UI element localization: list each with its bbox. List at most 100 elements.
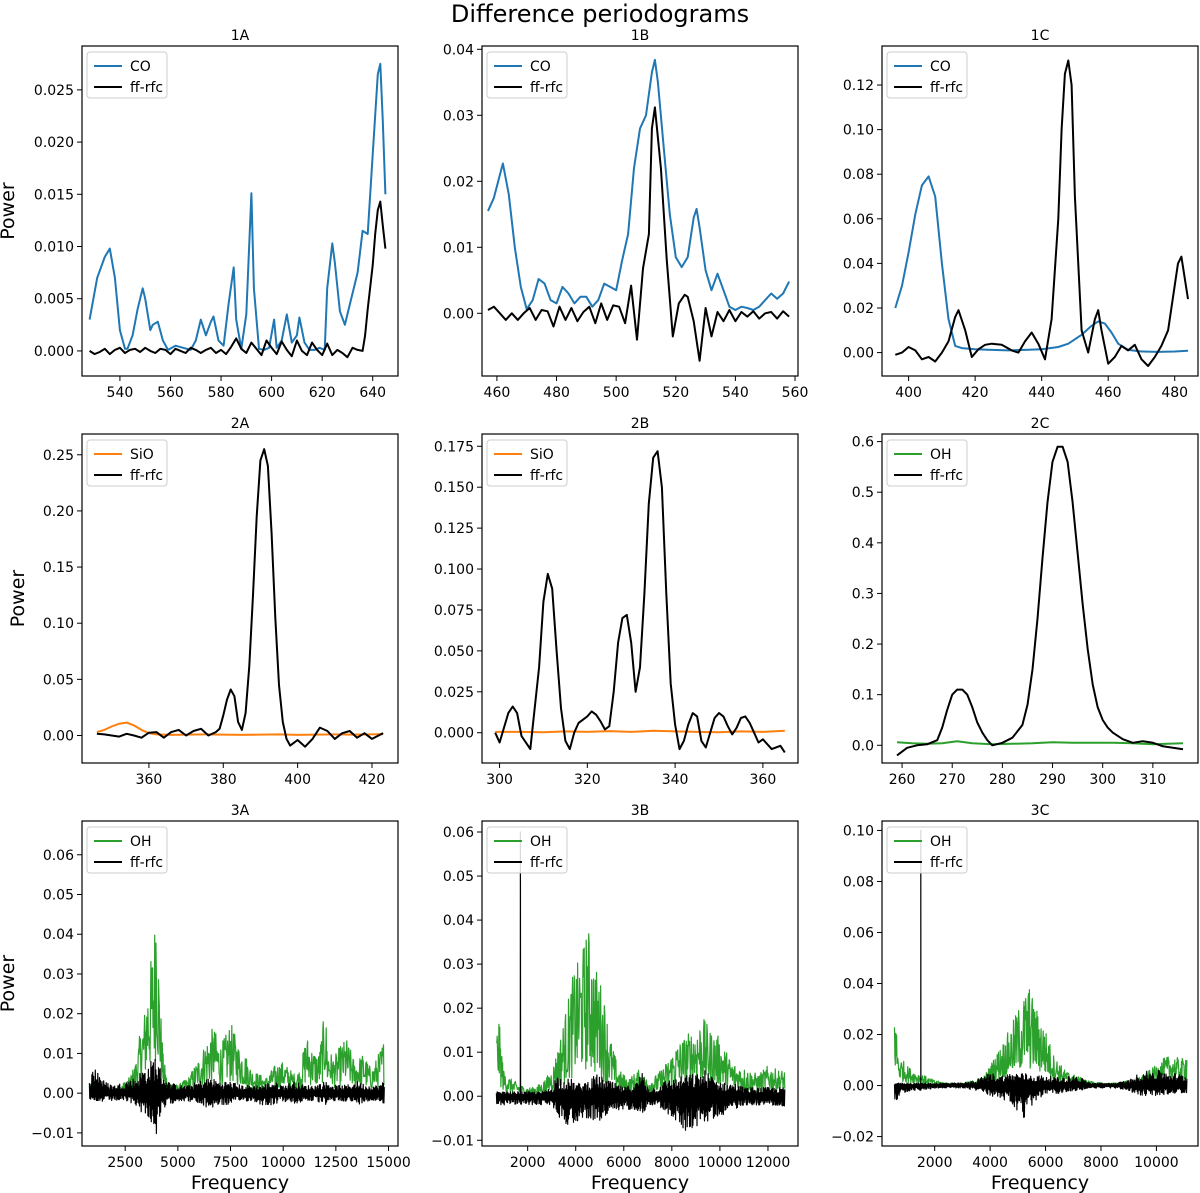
panel-title: 2A <box>231 416 250 432</box>
x-tick-label: 8000 <box>1083 1155 1119 1171</box>
x-tick-label: 2000 <box>917 1155 953 1171</box>
y-tick-label: 0.02 <box>843 301 874 317</box>
x-tick-label: 340 <box>662 772 689 788</box>
y-tick-label: 0.015 <box>34 187 74 203</box>
x-axis-label: Frequency <box>191 1172 289 1193</box>
legend-label: OH <box>530 834 552 850</box>
y-tick-label: 0.0 <box>852 738 874 754</box>
x-tick-label: 420 <box>962 385 989 401</box>
x-tick-label: 12500 <box>314 1155 359 1171</box>
x-axis-label: Frequency <box>991 1172 1089 1193</box>
x-tick-label: 260 <box>889 772 916 788</box>
y-tick-label: 0.025 <box>434 685 474 701</box>
x-tick-label: 6000 <box>606 1155 642 1171</box>
x-tick-label: 4000 <box>558 1155 594 1171</box>
panel-2c: 2C 260 270 280 290 300 310 0.0 0.1 0.2 0.3 0.4 0.5 0.… <box>852 416 1199 788</box>
y-tick-label: 0.05 <box>43 672 74 688</box>
y-tick-label: 0.02 <box>43 1007 74 1023</box>
x-tick-label: 2000 <box>510 1155 546 1171</box>
plot-frame <box>81 45 399 377</box>
x-tick-label: 440 <box>1028 385 1055 401</box>
x-tick-label: 540 <box>722 385 749 401</box>
y-tick-label: 0.01 <box>443 1045 474 1061</box>
x-tick-label: 360 <box>750 772 777 788</box>
legend-label: ff-rfc <box>530 80 563 96</box>
panel-3c: 3C 2000 4000 6000 8000 10000 −0.02 0.00 0.02 0.04… <box>831 803 1199 1193</box>
x-axis-label: Frequency <box>591 1172 689 1193</box>
y-axis-label: Power <box>0 955 19 1013</box>
series-group <box>893 829 1188 1118</box>
panel-title: 2C <box>1031 416 1050 432</box>
y-axis-label: Power <box>0 182 19 240</box>
x-tick-label: 310 <box>1139 772 1166 788</box>
y-tick-label: 0.02 <box>443 174 474 190</box>
y-tick-label: 0.01 <box>443 240 474 256</box>
y-tick-label: 0.2 <box>852 637 874 653</box>
series-line-oh <box>893 989 1188 1086</box>
y-tick-label: 0.03 <box>443 957 474 973</box>
y-tick-label: 0.000 <box>434 726 474 742</box>
plot-frame <box>481 45 799 377</box>
x-tick-label: 10000 <box>1134 1155 1179 1171</box>
panel-title: 3A <box>231 803 250 819</box>
y-tick-label: 0.08 <box>843 874 874 890</box>
x-tick-label: 640 <box>359 385 386 401</box>
legend: OH ff-rfc <box>486 826 568 874</box>
series-line-oh <box>495 933 786 1096</box>
legend: OH ff-rfc <box>886 826 968 874</box>
legend-label: CO <box>930 59 951 75</box>
x-tick-label: 290 <box>1039 772 1066 788</box>
x-tick-label: 2500 <box>107 1155 143 1171</box>
x-tick-label: 380 <box>210 772 237 788</box>
y-tick-label: −0.01 <box>31 1126 74 1142</box>
legend-label: CO <box>530 59 551 75</box>
panel-3b: 3B 2000 4000 6000 8000 10000 12000 −0.01 0.00 0.0… <box>431 803 799 1193</box>
y-tick-label: 0.100 <box>434 562 474 578</box>
plot-frame <box>481 820 799 1147</box>
y-tick-label: −0.01 <box>431 1133 474 1149</box>
y-tick-label: 0.04 <box>443 42 474 58</box>
y-tick-label: 0.00 <box>443 306 474 322</box>
x-tick-label: 400 <box>895 385 922 401</box>
series-line-ff-rfc <box>89 200 387 359</box>
panel-3a: 3A 2500 5000 7500 10000 12500 15000 −0.01 0.00 0.… <box>0 803 411 1193</box>
y-tick-label: 0.04 <box>43 927 74 943</box>
y-axis-label: Power <box>7 570 29 628</box>
x-tick-label: 620 <box>309 385 336 401</box>
y-tick-label: 0.06 <box>843 212 874 228</box>
x-tick-label: 400 <box>284 772 311 788</box>
panel-1a: 1A 540 560 580 600 620 640 0.000 0.005 0.010 0.015… <box>0 28 399 401</box>
panel-2b: 2B 300 320 340 360 0.000 0.025 0.050 0.075 0.100 0… <box>434 416 799 788</box>
x-tick-label: 560 <box>157 385 184 401</box>
x-tick-label: 300 <box>486 772 513 788</box>
x-tick-label: 540 <box>107 385 134 401</box>
legend-label: OH <box>930 447 952 463</box>
x-tick-label: 580 <box>208 385 235 401</box>
y-tick-label: 0.02 <box>843 1028 874 1044</box>
x-tick-label: 12000 <box>746 1155 791 1171</box>
legend: CO ff-rfc <box>486 51 568 99</box>
y-tick-label: 0.01 <box>43 1046 74 1062</box>
y-tick-label: 0.05 <box>43 888 74 904</box>
y-tick-label: 0.175 <box>434 439 474 455</box>
legend: SiO ff-rfc <box>86 439 168 487</box>
panel-1c: 1C 400 420 440 460 480 0.00 0.02 0.04 0.06 0.08 0.1… <box>843 28 1199 401</box>
y-tick-label: 0.15 <box>43 560 74 576</box>
series-line-ff-rfc <box>487 106 790 362</box>
x-tick-label: 280 <box>989 772 1016 788</box>
x-tick-label: 460 <box>484 385 511 401</box>
y-tick-label: 0.20 <box>43 504 74 520</box>
y-tick-label: 0.04 <box>443 913 474 929</box>
y-tick-label: 0.6 <box>852 435 874 451</box>
x-tick-label: 460 <box>1095 385 1122 401</box>
x-tick-label: 600 <box>258 385 285 401</box>
panel-title: 2B <box>631 416 650 432</box>
y-tick-label: 0.00 <box>443 1089 474 1105</box>
x-tick-label: 420 <box>359 772 386 788</box>
y-tick-label: 0.5 <box>852 485 874 501</box>
legend: CO ff-rfc <box>886 51 968 99</box>
y-tick-label: 0.010 <box>34 240 74 256</box>
series-line-sio <box>495 729 785 734</box>
series-group <box>896 445 1184 757</box>
